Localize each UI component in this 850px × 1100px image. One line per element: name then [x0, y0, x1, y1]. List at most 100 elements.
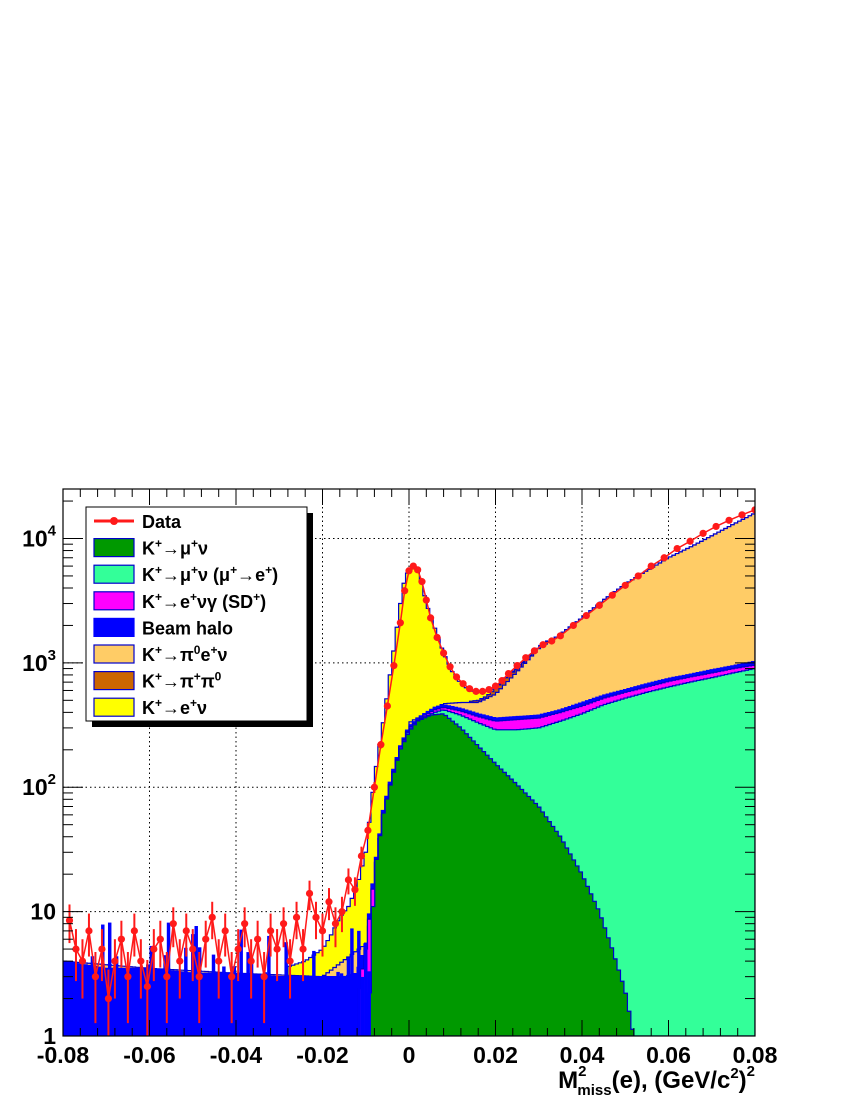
halo-bin — [208, 1010, 212, 1036]
halo-bin — [315, 1004, 320, 1036]
legend-label: K+→e+ν — [142, 696, 207, 718]
y-tick-label: 10 — [30, 899, 56, 925]
legend-marker — [110, 517, 118, 525]
halo-bin — [204, 997, 209, 1036]
halo-bin — [353, 981, 358, 1036]
data-point — [78, 939, 87, 999]
data-point — [673, 544, 681, 553]
legend-swatch — [93, 537, 135, 558]
data-point — [498, 677, 506, 685]
x-tick-labels: -0.08 -0.06 -0.04 -0.02 0 0.02 0.04 0.06 0.08 — [37, 1042, 778, 1068]
data-point — [491, 682, 500, 690]
legend-swatch — [93, 564, 135, 584]
data-point — [418, 578, 426, 586]
halo-bin — [118, 1015, 122, 1036]
data-point — [241, 907, 249, 948]
halo-bin — [152, 1019, 157, 1036]
data-point — [169, 907, 177, 948]
halo-bin — [339, 973, 344, 1036]
data-point — [370, 782, 378, 793]
data-point — [396, 619, 404, 627]
data-point — [338, 896, 346, 933]
data-point — [331, 907, 340, 948]
halo-bin — [90, 956, 95, 1036]
halo-bin — [191, 934, 195, 1036]
data-point — [390, 662, 398, 670]
data-point — [176, 939, 184, 999]
data-point — [318, 913, 327, 957]
data-point — [401, 587, 409, 595]
data-point — [202, 920, 210, 968]
data-point — [254, 920, 262, 968]
legend-swatch — [93, 697, 135, 717]
axis-ticks — [62, 489, 756, 1037]
data-point — [504, 669, 513, 678]
legend-label: K+→μ+ν — [142, 537, 208, 559]
legend-label: K+→μ+ν (μ+→e+) — [142, 563, 278, 585]
stacked-areas — [63, 513, 755, 1036]
halo-bin — [177, 982, 181, 1036]
halo-bin — [180, 1004, 185, 1036]
data-point — [446, 663, 454, 671]
halo-bin — [170, 983, 174, 1036]
data-point — [137, 939, 145, 999]
x-tick-label: 0.08 — [733, 1042, 778, 1068]
data-point — [130, 913, 138, 957]
halo-bin — [66, 1022, 70, 1036]
data-point — [143, 960, 151, 1036]
data-point — [267, 913, 275, 957]
data-point — [427, 614, 435, 622]
halo-bin — [360, 976, 365, 1036]
legend-label: K+→π+π0 — [142, 670, 222, 692]
data-point — [111, 939, 119, 999]
halo-bin — [173, 983, 178, 1036]
legend-entry-k2pi: K+→π+π0 — [93, 670, 222, 692]
halo-bin — [263, 972, 268, 1036]
data-point — [292, 901, 301, 940]
data-point — [195, 952, 203, 1024]
data-series — [65, 506, 755, 1036]
halo-bin — [149, 945, 153, 1036]
data-point — [634, 572, 642, 580]
data-point — [556, 632, 564, 640]
halo-bin — [215, 1004, 219, 1036]
halo-bin — [222, 966, 226, 1036]
data-point — [150, 929, 158, 982]
halo-bin — [332, 983, 337, 1036]
data-point — [472, 687, 480, 695]
x-tick-label: 0 — [403, 1042, 416, 1068]
halo-bin — [277, 1028, 281, 1036]
data-point — [686, 537, 694, 545]
halo-bin — [139, 1007, 143, 1036]
halo-bin — [232, 966, 236, 1036]
halo-bin — [211, 954, 216, 1036]
legend-swatch — [93, 617, 135, 638]
x-tick-label: -0.04 — [210, 1042, 263, 1068]
data-point — [459, 680, 467, 688]
halo-bin — [80, 1002, 84, 1036]
halo-bin — [87, 976, 91, 1036]
legend-swatch — [93, 644, 135, 664]
halo-bin — [336, 971, 340, 1036]
halo-bin — [114, 956, 119, 1036]
data-point — [208, 901, 216, 940]
data-point — [312, 901, 320, 940]
legend-label: Beam halo — [142, 618, 233, 638]
halo-bin — [163, 955, 167, 1036]
x-tick-label: 0.06 — [646, 1042, 691, 1068]
data-point — [221, 913, 229, 957]
data-point — [405, 567, 413, 575]
data-point — [478, 687, 487, 695]
halo-bin — [76, 966, 81, 1036]
y-tick-label: 1 — [43, 1023, 56, 1049]
data-point — [440, 649, 448, 657]
halo-bin — [63, 977, 67, 1036]
halo-bin — [284, 942, 288, 1036]
legend-entry-ke3: K+→π0e+ν — [93, 643, 228, 665]
data-point — [699, 529, 707, 537]
data-point — [91, 952, 100, 1024]
halo-bin — [367, 971, 371, 1036]
data-point — [72, 929, 80, 982]
data-point — [621, 581, 629, 589]
halo-bin — [364, 942, 368, 1036]
